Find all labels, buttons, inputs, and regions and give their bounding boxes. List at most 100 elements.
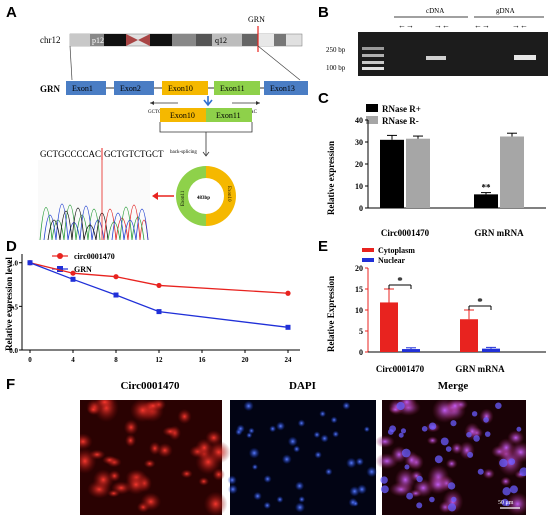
panel-e-significance-circ: * <box>397 275 403 287</box>
panel-d-point <box>113 292 119 298</box>
legend-swatch-nuclear <box>362 258 374 262</box>
panel-c-significance: ** <box>482 183 492 193</box>
gel-cdna-label: cDNA <box>426 7 444 15</box>
panel-e-category-grn: GRN mRNA <box>455 364 505 374</box>
panel-letter-a: A <box>6 4 17 21</box>
panel-e-ylabel: Relative Expression <box>326 276 336 352</box>
panel-d-xtick: 24 <box>285 356 293 364</box>
gel-band-cdna <box>426 56 446 60</box>
panel-b-gel: M cDNA gDNA ←→ →← ←→ →← 250 bp 100 bp <box>326 7 548 76</box>
chromatogram <box>38 160 150 240</box>
circrna-circle <box>176 166 236 226</box>
junction-exon10 <box>160 108 206 122</box>
panel-c-ytick: 0 <box>359 204 363 213</box>
panel-c-chart: RNase R+ RNase R- Relative expression 0 1… <box>326 104 546 238</box>
gel-image <box>358 32 548 76</box>
exon13-box <box>264 81 308 95</box>
junction-exon10-label: Exon10 <box>170 111 195 120</box>
down-arrow-icon <box>203 96 213 107</box>
legend-swatch-rnase-minus <box>366 116 378 124</box>
gel-gdna-label: gDNA <box>496 7 515 15</box>
panel-f-title-dapi: DAPI <box>289 380 316 392</box>
gel-band-gdna <box>514 55 536 60</box>
panel-d-ytick: 0.0 <box>9 347 18 355</box>
panel-d-point <box>70 270 76 276</box>
sequence-left: GCTGCCCCAC <box>40 149 101 159</box>
panel-c-ytick: 20 <box>355 160 363 169</box>
panel-c-bar <box>406 138 430 208</box>
panel-e-ytick: 0 <box>359 348 363 357</box>
exon1-box <box>66 81 106 95</box>
panel-e-ytick: 20 <box>355 264 363 273</box>
panel-d-point <box>27 260 33 266</box>
panel-d-point <box>156 309 162 315</box>
panel-f-title-merge: Merge <box>437 380 469 392</box>
panel-c-ylabel: Relative expression <box>326 141 336 215</box>
bp100-label: 100 bp <box>326 64 346 72</box>
panel-d-point <box>70 276 76 282</box>
panel-c-ytick: 30 <box>355 138 363 147</box>
panel-d-xtick: 4 <box>71 356 75 364</box>
band-p-label: p12 <box>92 36 104 45</box>
panel-letter-e: E <box>318 238 329 255</box>
circle-size-label: 483bp <box>197 196 210 201</box>
exon11-box <box>214 81 260 95</box>
panel-d-xtick: 0 <box>28 356 32 364</box>
scale-bar-label: 50 μm <box>498 500 514 506</box>
panel-d-ytick: 1.0 <box>9 260 18 268</box>
panel-f-title-circ: Circ0001470 <box>120 380 180 392</box>
legend-grn: GRN <box>74 265 92 274</box>
panel-e-ytick: 10 <box>355 306 363 315</box>
panel-e-chart: Cytoplasm Nuclear Relative Expression 0 5… <box>326 246 546 374</box>
primer-left: GCTGT <box>148 110 165 115</box>
back-splicing-label: back-splicing <box>170 150 197 155</box>
panel-e-significance-grn: * <box>477 296 483 308</box>
panel-d-xtick: 12 <box>156 356 164 364</box>
exon10-label: Exon10 <box>168 84 193 93</box>
panel-e-ytick: 15 <box>355 285 363 294</box>
panel-e-bar <box>482 348 500 352</box>
sequence-right: GCTGTCTGCT <box>104 149 164 159</box>
panel-letter-f: F <box>6 376 16 393</box>
panel-d-xtick: 8 <box>114 356 118 364</box>
panel-e-ytick: 5 <box>359 327 363 336</box>
circle-exon10-label: Exon10 <box>226 186 231 202</box>
gel-arrow-3: ←→ <box>474 21 490 30</box>
legend-cytoplasm: Cytoplasm <box>378 246 415 255</box>
panel-d-point <box>285 290 291 296</box>
gene-label: GRN <box>40 84 61 94</box>
junction-exon11-label: Exon11 <box>216 111 241 120</box>
legend-circ0001470: circ0001470 <box>74 252 115 261</box>
exon11-label: Exon11 <box>220 84 245 93</box>
panel-c-bar <box>474 194 498 208</box>
chromosome-ideogram <box>69 33 303 47</box>
chromosome-label: chr12 <box>40 35 61 45</box>
panel-d-point <box>285 324 291 330</box>
exon1-label: Exon1 <box>72 84 93 93</box>
panel-c-ytick: 40 <box>355 116 363 125</box>
panel-e-bar <box>380 302 398 352</box>
bp250-label: 250 bp <box>326 46 346 54</box>
junction-exon11 <box>206 108 252 122</box>
gel-arrow-4: →← <box>512 21 528 30</box>
gel-arrow-1: ←→ <box>398 21 414 30</box>
panel-letter-b: B <box>318 4 329 21</box>
panel-c-category-circ: Circ0001470 <box>381 228 430 238</box>
panel-d-ytick: 0.5 <box>9 303 18 311</box>
band-q-label: q12 <box>215 36 227 45</box>
circle-exon11-label: Exon11 <box>181 190 186 206</box>
panel-d-point <box>156 282 162 289</box>
panel-letter-c: C <box>318 90 329 107</box>
panel-e-bar <box>402 349 420 352</box>
panel-c-bar <box>500 136 524 208</box>
panel-e-category-circ: Circ0001470 <box>376 364 425 374</box>
panel-d-xtick: 20 <box>242 356 250 364</box>
panel-c-category-grn: GRN mRNA <box>474 228 524 238</box>
legend-rnase-plus: RNase R+ <box>382 104 421 114</box>
legend-rnase-minus: RNase R- <box>382 116 419 126</box>
panel-d-xtick: 16 <box>199 356 207 364</box>
panel-a-schematic: chr12 p12 q12 GRN GRN Exon1 Exon2 Exon10… <box>38 15 308 240</box>
panel-d-point <box>113 274 119 280</box>
gene-marker-label: GRN <box>248 15 265 24</box>
legend-swatch-cytoplasm <box>362 248 374 252</box>
